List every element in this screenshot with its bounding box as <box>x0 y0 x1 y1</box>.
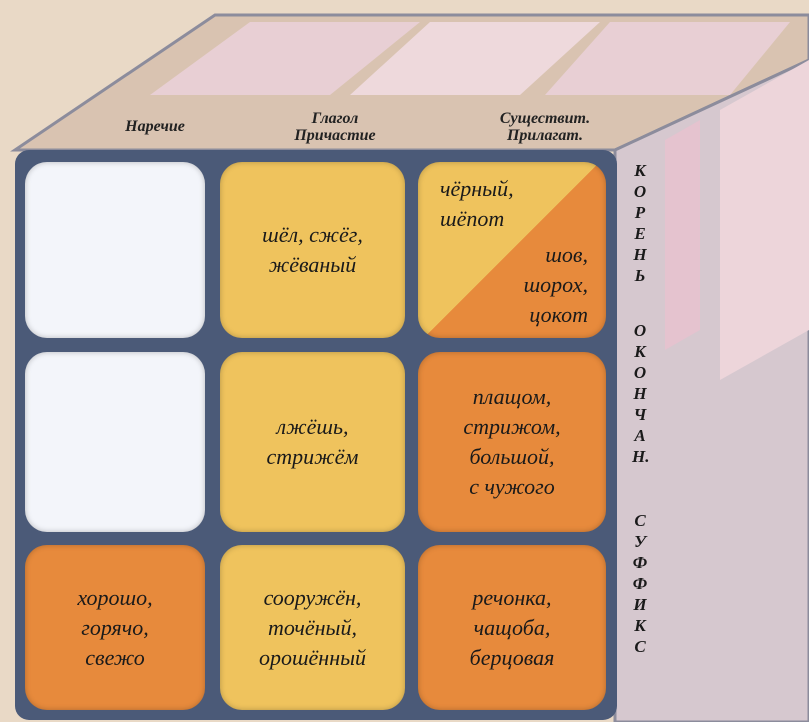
cell-line: стрижём <box>266 444 359 469</box>
header-line: Наречие <box>125 118 185 135</box>
header-line: Причастие <box>294 127 376 144</box>
cell-line: с чужого <box>469 474 555 499</box>
cell-line: речонка, <box>472 584 552 610</box>
header-line: Существит. <box>499 110 591 127</box>
cell-line: сооружён, <box>263 584 362 610</box>
cell: речонка, чащоба, берцовая <box>418 545 606 710</box>
cell-line: чащоба, <box>473 614 551 640</box>
cell-line: шёпот <box>440 206 505 231</box>
empty-cell <box>25 352 205 532</box>
row-label: КОРЕНЬ <box>633 161 647 285</box>
cell-line: орошённый <box>258 644 367 670</box>
cell-line: жёваный <box>268 252 357 277</box>
header-line: Прилагат. <box>506 127 584 144</box>
cell-top: чёрный, шёпот <box>440 174 514 234</box>
cell-line: цокот <box>529 302 588 327</box>
column-header: Глагол Причастие <box>270 110 400 144</box>
empty-cell <box>25 162 205 338</box>
column-header: Наречие <box>95 118 215 135</box>
cell-line: шёл, сжёг, <box>262 222 363 247</box>
cell: шёл, сжёг, жёваный <box>220 162 405 338</box>
cell-line: свежо <box>85 644 145 670</box>
cell: лжёшь, стрижём <box>220 352 405 532</box>
cell-line: хорошо, <box>77 584 153 610</box>
cell-line: плащом, <box>472 384 552 409</box>
cell-line: стрижом, <box>463 414 561 439</box>
cell-line: шов, <box>545 242 588 267</box>
cell: хорошо, горячо, свежо <box>25 545 205 710</box>
cell-line: точёный, <box>268 614 357 640</box>
cell-line: шорох, <box>523 272 588 297</box>
column-header: Существит. Прилагат. <box>470 110 620 144</box>
cell: плащом, стрижом, большой, с чужого <box>418 352 606 532</box>
header-line: Глагол <box>311 110 359 127</box>
cell-line: берцовая <box>469 644 555 670</box>
cell-line: большой, <box>469 444 555 469</box>
cell: сооружён, точёный, орошённый <box>220 545 405 710</box>
cell-line: лжёшь, <box>276 414 349 439</box>
cell-bottom: шов, шорох, цокот <box>524 240 588 330</box>
cell-line: горячо, <box>81 614 149 640</box>
cell-line: чёрный, <box>440 176 514 201</box>
row-label: ОКОНЧАН. <box>632 321 650 466</box>
split-cell: чёрный, шёпот шов, шорох, цокот <box>418 162 606 338</box>
row-label: СУФФИКС <box>632 511 648 656</box>
